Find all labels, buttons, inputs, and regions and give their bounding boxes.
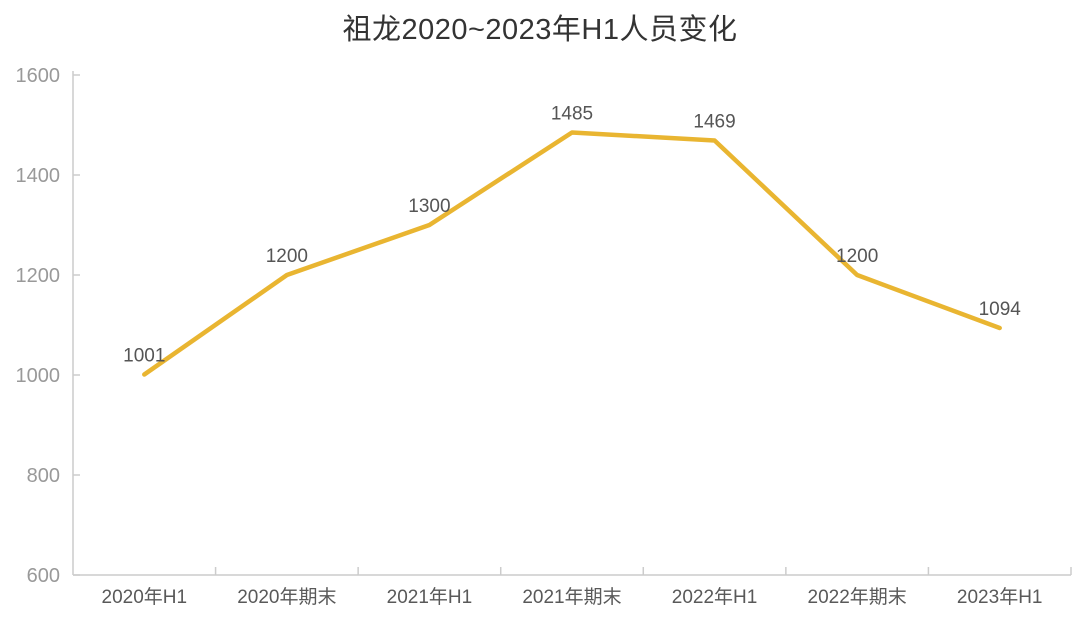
series-line <box>142 130 1002 377</box>
x-axis-tick-label: 2021年期末 <box>522 586 621 608</box>
x-axis-tick-label: 2021年H1 <box>387 586 473 608</box>
y-axis-tick-label: 1200 <box>16 265 61 287</box>
x-axis-tick-label: 2022年H1 <box>672 586 758 608</box>
y-axis-tick-label: 600 <box>27 565 60 587</box>
data-point-label: 1469 <box>693 112 735 133</box>
x-axis-tick-label: 2020年期末 <box>237 586 336 608</box>
data-point-label: 1094 <box>979 299 1022 320</box>
x-axis-tick-label: 2023年H1 <box>957 586 1043 608</box>
data-point-label: 1300 <box>408 196 450 217</box>
data-point-label: 1485 <box>551 104 593 125</box>
y-axis-tick-label: 800 <box>27 465 60 487</box>
data-point-label: 1001 <box>123 346 165 367</box>
data-point-label: 1200 <box>266 246 308 267</box>
y-axis-tick-label: 1000 <box>16 365 61 387</box>
data-point-label: 1200 <box>836 246 878 267</box>
y-axis-tick-label: 1400 <box>16 165 61 187</box>
x-axis-tick-label: 2020年H1 <box>102 586 188 608</box>
y-axis-tick-label: 1600 <box>16 65 61 87</box>
chart-title: 祖龙2020~2023年H1人员变化 <box>342 14 738 46</box>
x-axis-tick-label: 2022年期末 <box>808 586 907 608</box>
